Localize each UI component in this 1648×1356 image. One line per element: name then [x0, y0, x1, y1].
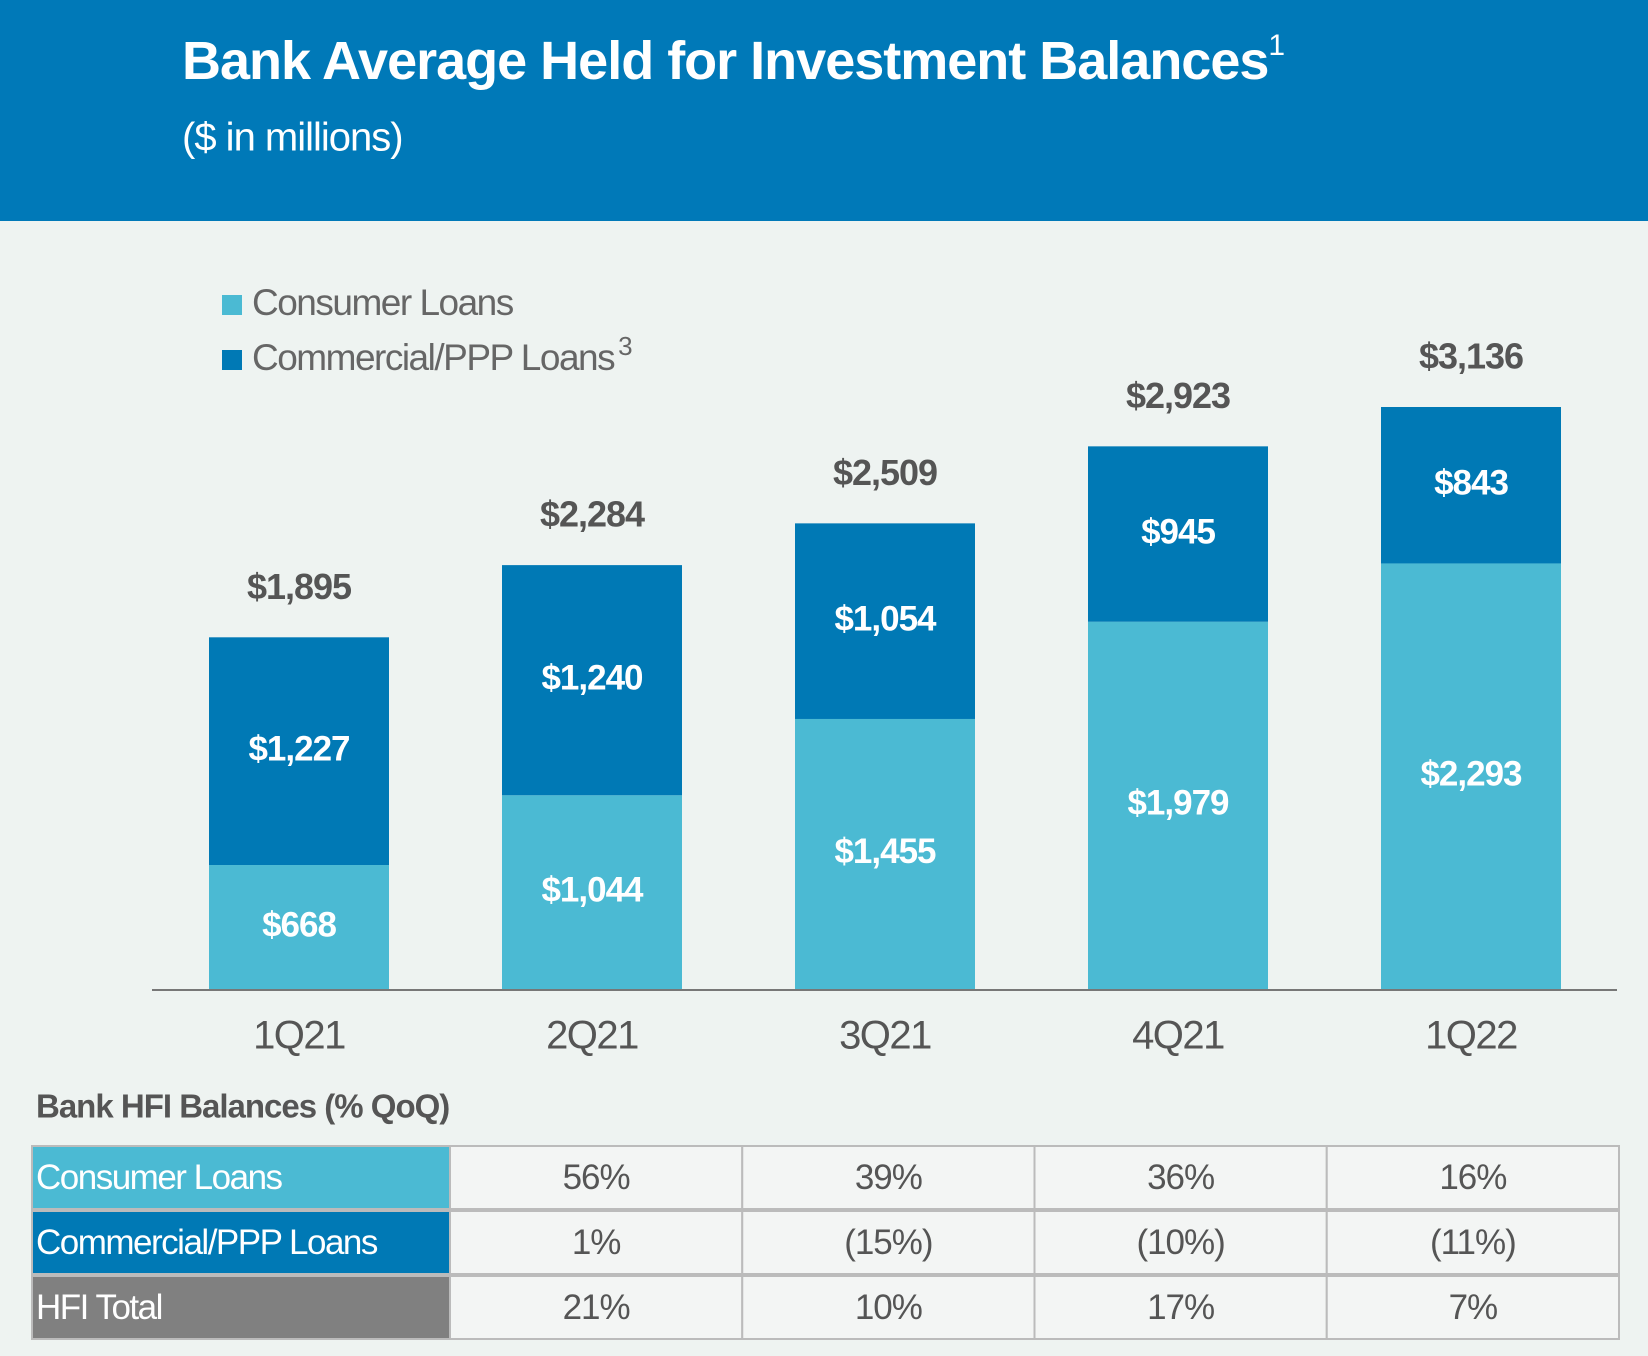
bar-segment	[209, 865, 389, 989]
table-cell	[1033, 1275, 1328, 1340]
table-cell	[1325, 1145, 1620, 1210]
bar-segment	[1088, 621, 1268, 989]
cell-value: 10%	[855, 1288, 922, 1327]
total-label: $1,895	[247, 566, 352, 607]
row-label-cell	[31, 1275, 451, 1340]
cell-value: 1%	[572, 1223, 621, 1262]
legend-text: Commercial/PPP Loans	[252, 337, 615, 378]
bar-segment	[502, 795, 682, 989]
total-label: $3,136	[1419, 336, 1523, 377]
segment-label: $1,455	[834, 832, 936, 871]
title: Bank Average Held for Investment Balance…	[182, 29, 1284, 91]
x-tick-label: 1Q22	[1425, 1014, 1517, 1058]
row-label-cell	[31, 1145, 451, 1210]
title-note: 1	[1268, 29, 1284, 62]
legend-label: Consumer Loans	[252, 282, 514, 323]
total-label: $2,284	[540, 494, 645, 535]
row-label: Consumer Loans	[36, 1158, 283, 1197]
segment-label: $945	[1141, 512, 1215, 551]
segment-label: $843	[1434, 463, 1508, 502]
row-label: Commercial/PPP Loans	[36, 1223, 378, 1262]
bar-segment	[1088, 446, 1268, 622]
row-label-cell	[31, 1210, 451, 1275]
legend-note: 3	[618, 331, 632, 361]
cell-value: (10%)	[1136, 1223, 1224, 1262]
cell-value: (11%)	[1430, 1223, 1516, 1262]
cell-value: 17%	[1147, 1288, 1214, 1327]
segment-label: $1,240	[541, 658, 643, 697]
title-text: Bank Average Held for Investment Balance…	[182, 31, 1268, 91]
x-tick-label: 1Q21	[253, 1014, 345, 1058]
bar-segment	[1381, 563, 1561, 989]
x-tick-label: 4Q21	[1132, 1014, 1224, 1058]
cell-value: 7%	[1449, 1288, 1498, 1327]
bar-segment	[502, 565, 682, 796]
table-title: Bank HFI Balances (% QoQ)	[36, 1088, 449, 1125]
segment-label: $668	[262, 905, 336, 944]
table-cell	[741, 1275, 1036, 1340]
segment-label: $2,293	[1420, 754, 1522, 793]
table-cell	[1325, 1275, 1620, 1340]
header-band	[0, 0, 1648, 221]
total-label: $2,509	[833, 452, 937, 493]
cell-value: 56%	[563, 1158, 630, 1197]
segment-label: $1,054	[834, 599, 937, 638]
segment-label: $1,227	[248, 729, 349, 768]
table-cell	[1033, 1145, 1328, 1210]
segment-label: $1,044	[541, 870, 644, 909]
legend-swatch	[222, 295, 242, 315]
segment-label: $1,979	[1127, 784, 1229, 823]
row-label: HFI Total	[36, 1288, 162, 1327]
bar-segment	[209, 637, 389, 866]
subtitle: ($ in millions)	[182, 116, 403, 160]
bar-segment	[795, 523, 975, 719]
x-tick-label: 3Q21	[839, 1014, 931, 1058]
x-tick-label: 2Q21	[546, 1014, 638, 1058]
cell-value: 39%	[855, 1158, 922, 1197]
legend-label: Commercial/PPP Loans 3	[252, 331, 632, 378]
table-cell	[449, 1210, 744, 1275]
legend-swatch	[222, 350, 242, 370]
table-cell	[1325, 1210, 1620, 1275]
bar-segment	[795, 718, 975, 989]
table-cell	[741, 1210, 1036, 1275]
legend-text: Consumer Loans	[252, 282, 514, 323]
cell-value: 36%	[1147, 1158, 1214, 1197]
table-cell	[1033, 1210, 1328, 1275]
cell-value: 16%	[1439, 1158, 1506, 1197]
table-cell	[449, 1275, 744, 1340]
table-cell	[741, 1145, 1036, 1210]
cell-value: (15%)	[844, 1223, 932, 1262]
cell-value: 21%	[563, 1288, 630, 1327]
total-label: $2,923	[1126, 375, 1230, 416]
bar-segment	[1381, 407, 1561, 564]
